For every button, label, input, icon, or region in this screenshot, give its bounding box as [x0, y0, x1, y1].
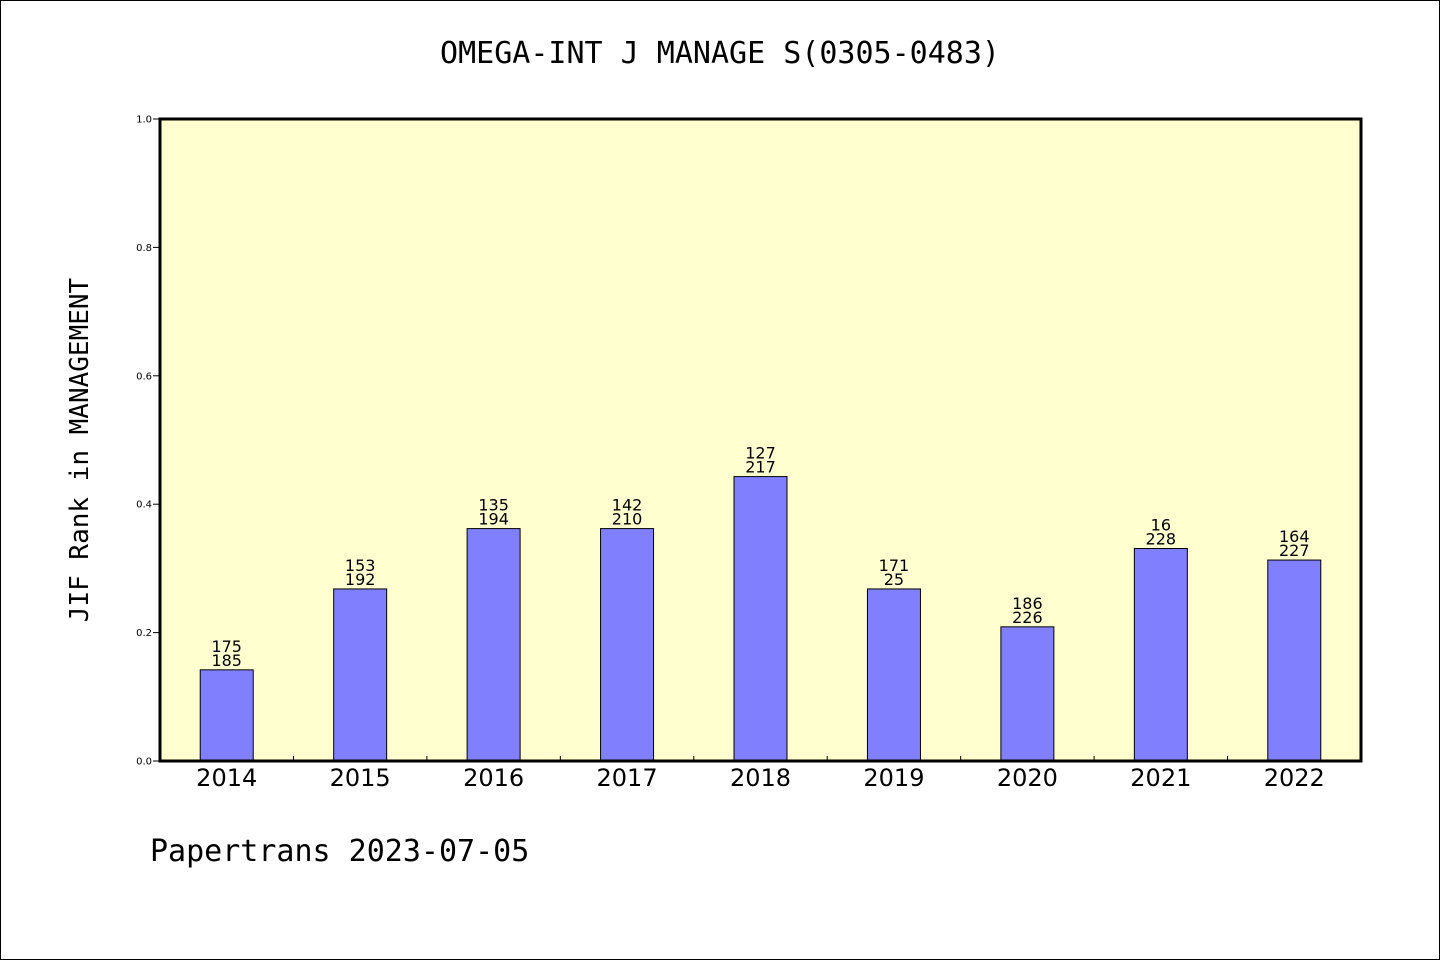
bar-total-label: 228	[1146, 529, 1177, 548]
bar-rank-label: 127	[745, 444, 776, 463]
bar-total-label: 25	[884, 570, 904, 589]
bars: 1751851531921351941422101272171712518622…	[199, 444, 1322, 762]
x-tick-label: 2022	[1264, 764, 1325, 792]
bar	[1133, 547, 1188, 762]
x-tick-label: 2019	[863, 764, 924, 792]
chart-title: OMEGA-INT J MANAGE S(0305-0483)	[440, 36, 1000, 71]
bar-total-label: 192	[345, 570, 376, 589]
bar-rank-label: 171	[879, 556, 910, 575]
x-tick-label: 2020	[997, 764, 1058, 792]
x-tick-label: 2017	[597, 764, 658, 792]
x-tick-label: 2015	[330, 764, 391, 792]
bar-total-label: 185	[211, 651, 242, 670]
bar-total-label: 210	[612, 510, 643, 529]
bar-rank-label: 175	[211, 637, 242, 656]
plot-border	[158, 117, 1363, 763]
bar-rank-label: 164	[1279, 527, 1310, 546]
y-tick-label: 0.2	[136, 628, 152, 639]
y-tick-label: 0.0	[136, 757, 152, 768]
bar	[733, 476, 788, 762]
bar	[199, 669, 254, 762]
bar	[466, 528, 521, 762]
y-axis: 0.0 0.2 0.4 0.6 0.8 1.0	[136, 115, 160, 768]
y-tick-label: 0.8	[136, 243, 152, 254]
bar-total-label: 217	[745, 458, 776, 477]
y-tick-label: 0.6	[136, 371, 152, 382]
x-axis: 2014 2015 2016 2017 2018 2019 2020 2021 2022	[196, 756, 1325, 792]
bar-total-label: 226	[1012, 608, 1043, 627]
bar	[333, 588, 388, 762]
bar	[1000, 626, 1055, 762]
bar-rank-label: 16	[1151, 515, 1171, 534]
bar-total-label: 194	[478, 510, 509, 529]
bar-rank-label: 135	[478, 496, 509, 515]
bar-total-label: 227	[1279, 541, 1310, 560]
x-tick-label: 2016	[463, 764, 524, 792]
bar	[866, 588, 921, 762]
x-tick-label: 2014	[196, 764, 257, 792]
x-tick-label: 2018	[730, 764, 791, 792]
bar	[1267, 559, 1322, 762]
bar-rank-label: 186	[1012, 594, 1043, 613]
y-tick-label: 0.4	[136, 500, 152, 511]
bar-rank-label: 142	[612, 496, 643, 515]
footer-credit: Papertrans 2023-07-05	[150, 834, 530, 869]
bar-rank-label: 153	[345, 556, 376, 575]
x-tick-label: 2021	[1130, 764, 1191, 792]
bar	[600, 528, 655, 762]
y-tick-label: 1.0	[136, 115, 152, 126]
